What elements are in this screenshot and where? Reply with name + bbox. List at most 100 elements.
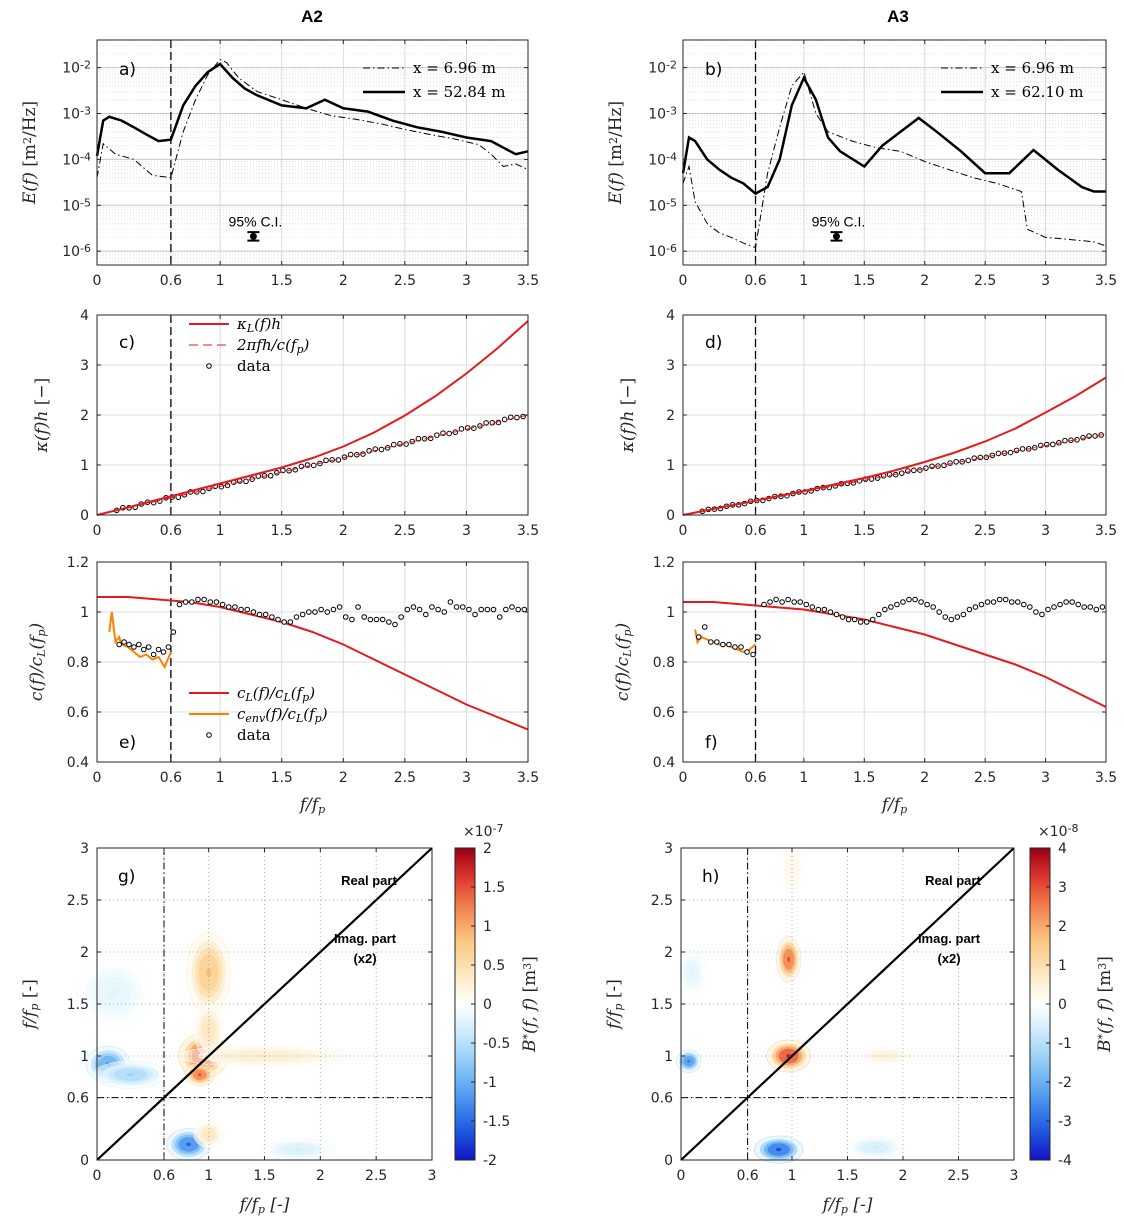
data-point — [1027, 604, 1033, 610]
data-point — [923, 465, 929, 471]
plot-frame — [682, 39, 1107, 266]
data-point — [312, 609, 318, 615]
y-tick-label: 2 — [80, 945, 89, 961]
annotation-real: Real part — [341, 873, 397, 888]
y-tick-label: 1.2 — [653, 555, 675, 571]
x-tick-label: 1 — [216, 770, 225, 786]
y-tick-label: 0.6 — [67, 705, 89, 721]
data-point — [342, 614, 349, 620]
frame-c: 0 0.6 1 1.5 2 2.5 3 3.5 0 1 2 3 4 — [80, 308, 539, 539]
colorbar-tick-label: 0.5 — [483, 958, 505, 974]
data-point — [924, 601, 930, 608]
colorbar-tick-label: 1.5 — [483, 880, 505, 896]
data-point — [306, 609, 312, 615]
data-point — [1057, 601, 1063, 608]
data-point — [347, 451, 354, 458]
data-point — [269, 614, 275, 620]
heatmap-contour — [677, 949, 708, 996]
x-tick-label: 0.6 — [160, 273, 182, 289]
x-tick-label: 1 — [799, 273, 808, 289]
panel-tag: c) — [119, 333, 135, 353]
data-point — [900, 599, 906, 605]
x-tick-label: 1 — [216, 273, 225, 289]
data-point — [936, 609, 943, 615]
data-point — [1014, 599, 1021, 605]
colorbar-tick-label: 0 — [1058, 997, 1067, 1013]
x-tick-label: 0 — [679, 523, 688, 539]
y-tick-label: 0.6 — [651, 1091, 673, 1107]
x-tick-label: 1.5 — [253, 1168, 275, 1184]
y-tick-label: 10-6 — [648, 242, 677, 260]
x-tick-label: 3 — [1041, 523, 1050, 539]
y-axis-label: f/fp [-] — [20, 979, 41, 1031]
heatmap-blob — [206, 1132, 211, 1136]
data-point — [894, 601, 900, 608]
series-line — [97, 596, 529, 731]
y-tick-label: 1.5 — [67, 997, 89, 1013]
y-tick-label: 10-6 — [62, 242, 91, 260]
data-point — [966, 606, 973, 613]
overlay-h: h) Real part Imag. part (x2) f/fp [-] f/fp [-… — [604, 847, 1015, 1216]
series-line — [108, 611, 172, 670]
panel-tag: b) — [705, 60, 722, 80]
data-point — [323, 457, 329, 464]
frame-b: 0 0.6 1 1.5 2 2.5 3 3.5 10-6 10-5 10-4 10-3 10-2 — [648, 39, 1117, 289]
data-point — [136, 641, 142, 648]
annotation-imag: Imag. part — [918, 931, 981, 946]
heatmap-blob — [206, 1026, 211, 1034]
data-point — [434, 432, 440, 438]
series-line — [682, 71, 1107, 249]
series-line — [96, 320, 529, 516]
data-point — [250, 609, 257, 615]
x-axis-label: f/fp [-] — [821, 1195, 873, 1216]
plot-layer: 95% C.I. x = 6.96 m x = 52.84 m a) E(f) [m2/… — [20, 39, 1117, 1216]
x-tick-label: 0.6 — [736, 1168, 758, 1184]
data-point — [219, 601, 226, 608]
x-tick-label: 0.6 — [160, 523, 182, 539]
data-point — [695, 634, 702, 640]
data-point — [126, 641, 132, 648]
y-tick-label: 1 — [80, 1049, 89, 1065]
legend-swatch — [206, 363, 212, 369]
data-point — [355, 604, 361, 610]
y-tick-label: 1 — [80, 605, 89, 621]
data-point — [281, 619, 287, 625]
plot-frame — [96, 39, 529, 266]
x-tick-label: 3.5 — [1095, 770, 1117, 786]
data-point — [767, 599, 773, 605]
data-point — [201, 596, 207, 603]
data-point — [324, 609, 331, 615]
legend-label: data — [237, 357, 271, 375]
data-point — [310, 462, 317, 469]
x-tick-label: 2.5 — [394, 770, 416, 786]
heatmap-blob — [883, 1054, 890, 1058]
ci-point — [832, 232, 840, 240]
data-point — [484, 606, 491, 613]
data-point — [1021, 601, 1027, 608]
y-tick-label: 10-2 — [648, 59, 677, 77]
data-point — [299, 611, 306, 618]
data-point — [410, 604, 417, 610]
panel-tag: e) — [119, 733, 136, 753]
x-tick-label: 3 — [428, 1168, 437, 1184]
x-tick-label: 3 — [462, 273, 471, 289]
data-point — [875, 611, 882, 618]
data-point — [755, 634, 761, 640]
y-axis-label: E(f) [m2/Hz] — [20, 101, 40, 205]
data-point — [857, 619, 864, 625]
data-point — [984, 599, 991, 605]
data-point — [404, 606, 411, 613]
heatmap-blob — [198, 1073, 202, 1077]
data-point — [1075, 601, 1082, 608]
x-tick-label: 0 — [93, 273, 102, 289]
y-tick-label: 0.6 — [67, 1091, 89, 1107]
data-point — [459, 604, 466, 610]
y-tick-label: 1 — [666, 605, 675, 621]
y-tick-label: 2.5 — [651, 893, 673, 909]
x-axis-label: f/fp [-] — [238, 1195, 290, 1216]
data-point — [267, 472, 274, 479]
data-point — [509, 604, 515, 610]
data-point — [330, 606, 337, 613]
y-tick-label: 0 — [666, 508, 675, 524]
data-point — [773, 596, 779, 603]
